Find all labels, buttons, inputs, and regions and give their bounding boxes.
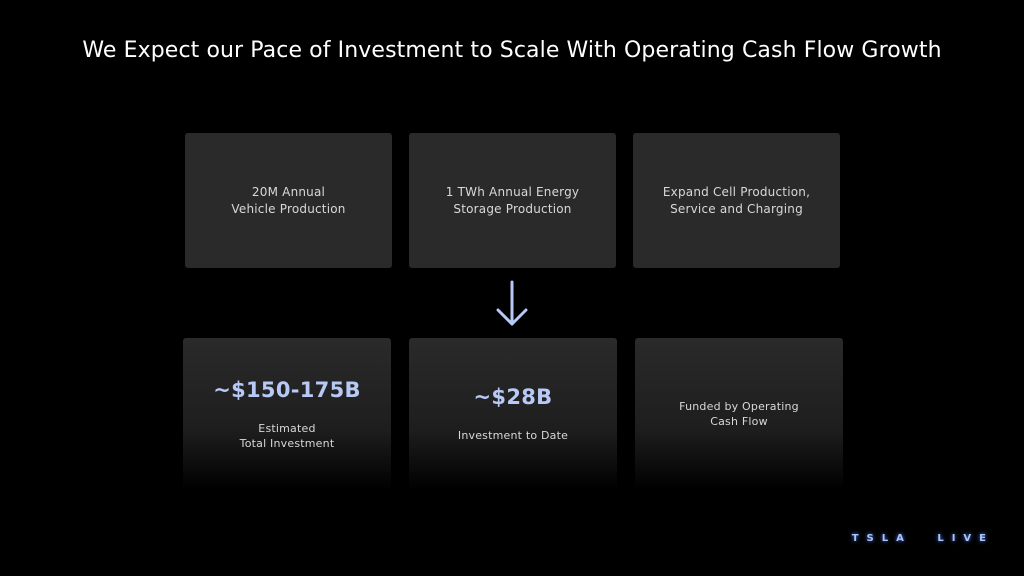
goal-card-energy-storage: 1 TWh Annual Energy Storage Production — [409, 133, 616, 268]
goal-card-cell-production: Expand Cell Production, Service and Char… — [633, 133, 840, 268]
tsla-live-logo: TSLA LIVE — [851, 533, 994, 544]
arrow-down-icon — [496, 280, 528, 326]
estimated-investment-card: ~$150-175B Estimated Total Investment — [183, 338, 391, 490]
funding-label: Funded by Operating Cash Flow — [679, 400, 799, 428]
investment-to-date-card: ~$28B Investment to Date — [409, 338, 617, 490]
goal-label: Expand Cell Production, Service and Char… — [662, 184, 811, 216]
funding-card: Funded by Operating Cash Flow — [635, 338, 843, 490]
slide-title: We Expect our Pace of Investment to Scal… — [82, 38, 942, 63]
estimated-investment-value: ~$150-175B — [213, 377, 361, 402]
goal-label: 1 TWh Annual Energy Storage Production — [445, 184, 580, 216]
investment-to-date-value: ~$28B — [473, 385, 553, 409]
estimated-investment-label: Estimated Total Investment — [239, 421, 335, 450]
goal-card-vehicle-production: 20M Annual Vehicle Production — [185, 133, 392, 268]
goal-label: 20M Annual Vehicle Production — [231, 184, 346, 216]
investment-to-date-label: Investment to Date — [457, 429, 569, 442]
